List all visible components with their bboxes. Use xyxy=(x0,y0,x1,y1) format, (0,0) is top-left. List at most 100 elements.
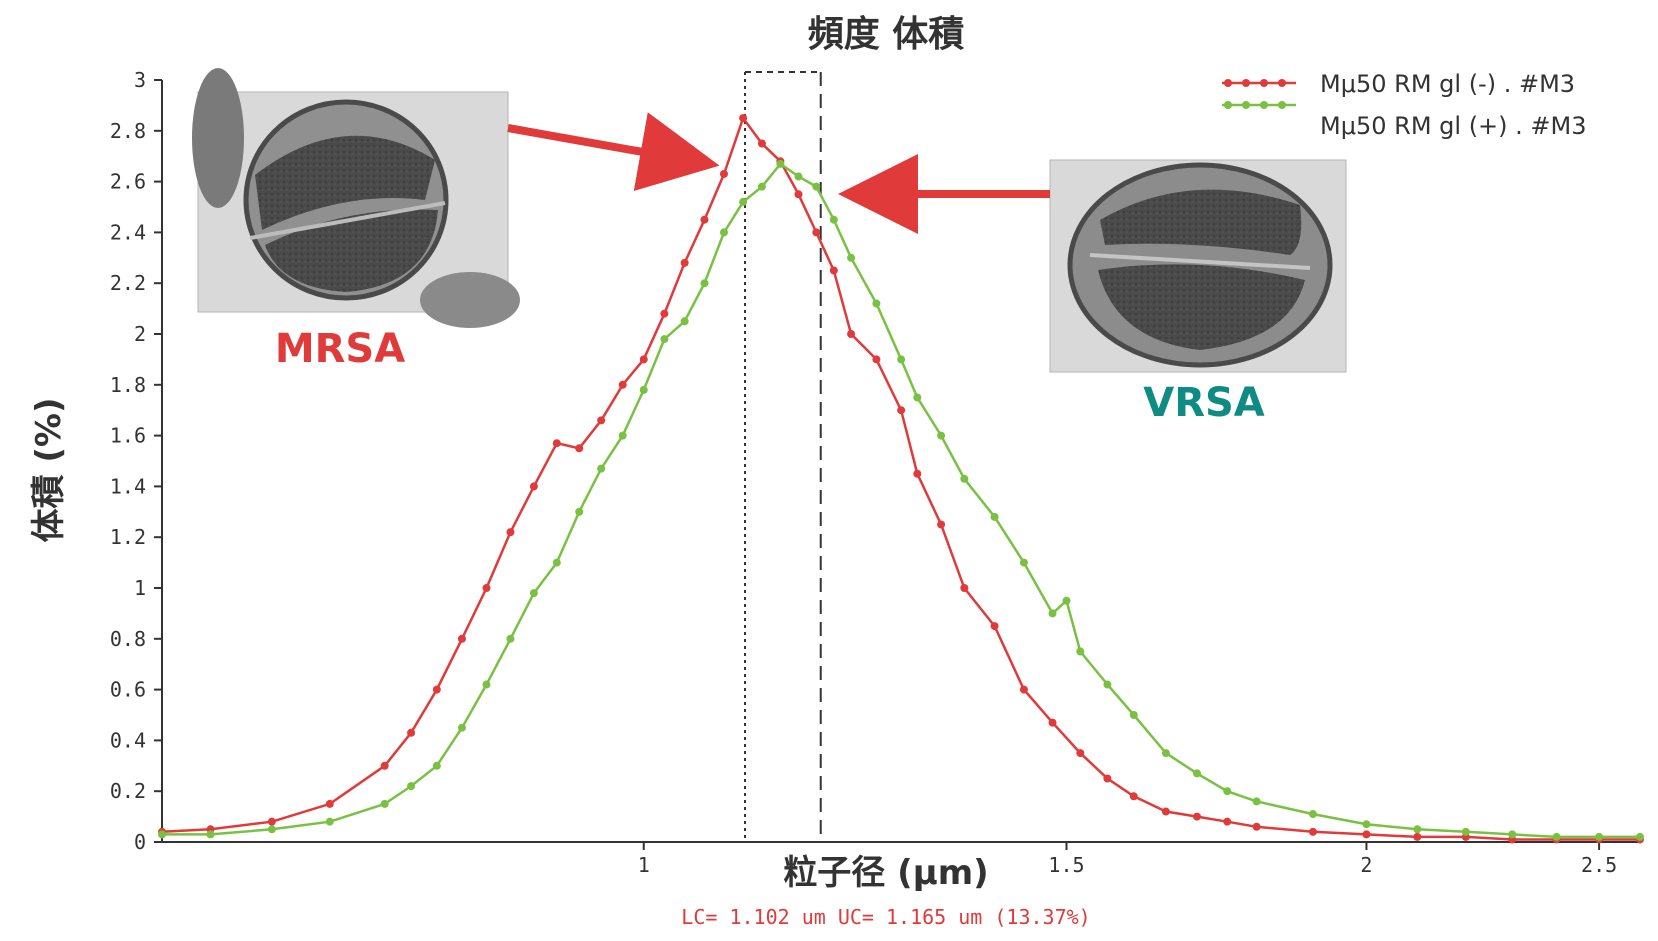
series-0-point xyxy=(325,799,334,808)
x-tick-label-3: 2.5 xyxy=(1581,853,1617,877)
series-0-point xyxy=(1161,807,1170,816)
series-0-point xyxy=(482,584,491,592)
series-1-point xyxy=(380,799,389,808)
series-1-point xyxy=(506,634,515,643)
series-0-point xyxy=(575,444,584,453)
series-1-point xyxy=(1192,769,1201,778)
series-0-point xyxy=(407,728,416,737)
y-tick-label-0: 0 xyxy=(134,830,146,854)
series-1-point xyxy=(990,512,999,521)
series-1-point xyxy=(794,172,803,181)
series-1-point xyxy=(776,159,785,168)
series-0-point xyxy=(1223,817,1232,826)
series-0-point xyxy=(1308,827,1317,836)
series-0-point xyxy=(990,622,999,631)
series-0-point xyxy=(719,169,728,178)
series-1-point xyxy=(700,279,709,288)
series-1-point xyxy=(1552,832,1561,841)
series-0-point xyxy=(529,482,538,491)
series-0-point xyxy=(1252,822,1261,831)
y-tick-label-7: 1.4 xyxy=(110,474,146,498)
series-0-point xyxy=(829,266,838,275)
series-1-point xyxy=(457,723,466,732)
series-1-point xyxy=(1308,810,1317,819)
vrsa-label: VRSA xyxy=(1143,380,1265,426)
chart-title: 頻度 体積 xyxy=(808,14,965,55)
series-1-point xyxy=(1252,797,1261,806)
series-0-point xyxy=(739,114,748,123)
series-0-point xyxy=(1192,812,1201,821)
series-0-point xyxy=(1019,685,1028,694)
series-1-point xyxy=(529,589,538,598)
series-1-point xyxy=(597,464,606,473)
y-tick-label-2: 0.4 xyxy=(110,728,146,752)
mrsa-label: MRSA xyxy=(275,326,405,372)
series-1-point xyxy=(325,817,334,826)
series-1-point xyxy=(897,355,906,364)
series-1-point xyxy=(1595,832,1604,841)
series-0-point xyxy=(639,355,648,364)
series-1-point xyxy=(739,197,748,206)
y-tick-label-13: 2.6 xyxy=(110,170,146,194)
series-0-point xyxy=(1129,792,1138,801)
series-1-point xyxy=(1048,609,1057,618)
series-0-point xyxy=(913,469,922,478)
series-1-point xyxy=(1636,832,1644,841)
confidence-footer: LC= 1.102 um UC= 1.165 um (13.37%) xyxy=(681,905,1090,929)
legend-item-series-0: Mμ50 RM gl (-) . #M3 xyxy=(1222,70,1575,98)
series-1-point xyxy=(1461,827,1470,836)
series-1-point xyxy=(913,393,922,402)
series-1-point xyxy=(552,558,561,567)
y-axis-title: 体積 (%) xyxy=(29,398,69,543)
series-1-point xyxy=(960,474,969,483)
series-0-point xyxy=(380,761,389,770)
series-1-point xyxy=(1103,680,1112,689)
series-1-point xyxy=(1129,711,1138,719)
series-1-point xyxy=(937,431,946,440)
series-0-point xyxy=(618,380,627,389)
series-1-point xyxy=(847,253,856,262)
x-ticks: 1 1.5 2 2.5 xyxy=(638,842,1617,877)
series-1-point xyxy=(757,182,766,191)
series-1-point xyxy=(432,761,441,770)
series-1-point xyxy=(1062,596,1071,605)
legend-label-series-0: Mμ50 RM gl (-) . #M3 xyxy=(1320,70,1575,98)
series-0-point xyxy=(1362,830,1371,839)
y-tick-label-4: 0.8 xyxy=(110,627,146,651)
series-0-point xyxy=(267,817,276,826)
series-1-point xyxy=(812,182,821,191)
series-line-0 xyxy=(161,115,1640,841)
y-tick-label-14: 2.8 xyxy=(110,119,146,143)
x-tick-label-0: 1 xyxy=(638,853,650,877)
series-1-point xyxy=(158,830,166,839)
series-0-point xyxy=(660,309,669,318)
series-1-point xyxy=(1362,820,1371,829)
series-0-point xyxy=(680,258,689,267)
series-0-point xyxy=(506,528,515,537)
series-1-point xyxy=(618,431,627,440)
y-tick-label-1: 0.2 xyxy=(110,779,146,803)
series-0-point xyxy=(872,355,881,364)
series-layer xyxy=(158,114,1644,844)
series-0-point xyxy=(897,406,906,415)
series-0-point xyxy=(794,190,803,199)
series-1-point xyxy=(719,228,728,237)
y-tick-label-9: 1.8 xyxy=(110,373,146,397)
series-0-point xyxy=(757,139,766,148)
y-tick-label-3: 0.6 xyxy=(110,678,146,702)
series-0-point xyxy=(1103,774,1112,783)
legend: Mμ50 RM gl (-) . #M3 Mμ50 RM gl (+) . #M… xyxy=(1222,70,1587,140)
vrsa-micrograph xyxy=(1049,159,1347,373)
legend-label-series-1: Mμ50 RM gl (+) . #M3 xyxy=(1320,112,1587,140)
series-0-point xyxy=(597,416,606,425)
legend-item-series-1: Mμ50 RM gl (+) . #M3 xyxy=(1222,101,1587,140)
y-tick-label-5: 1 xyxy=(134,576,146,600)
series-0-point xyxy=(1413,832,1422,841)
x-axis-title: 粒子径 (μm) xyxy=(783,853,988,893)
series-1-point xyxy=(1508,830,1517,839)
y-ticks: 0 0.2 0.4 0.6 0.8 1 1.2 1.4 1.6 1.8 2 2.2 2.4 2.6 2.8 3 xyxy=(110,68,162,854)
series-1-point xyxy=(872,299,881,308)
y-axis-title-group: 体積 (%) xyxy=(29,398,69,543)
series-0-point xyxy=(937,520,946,529)
